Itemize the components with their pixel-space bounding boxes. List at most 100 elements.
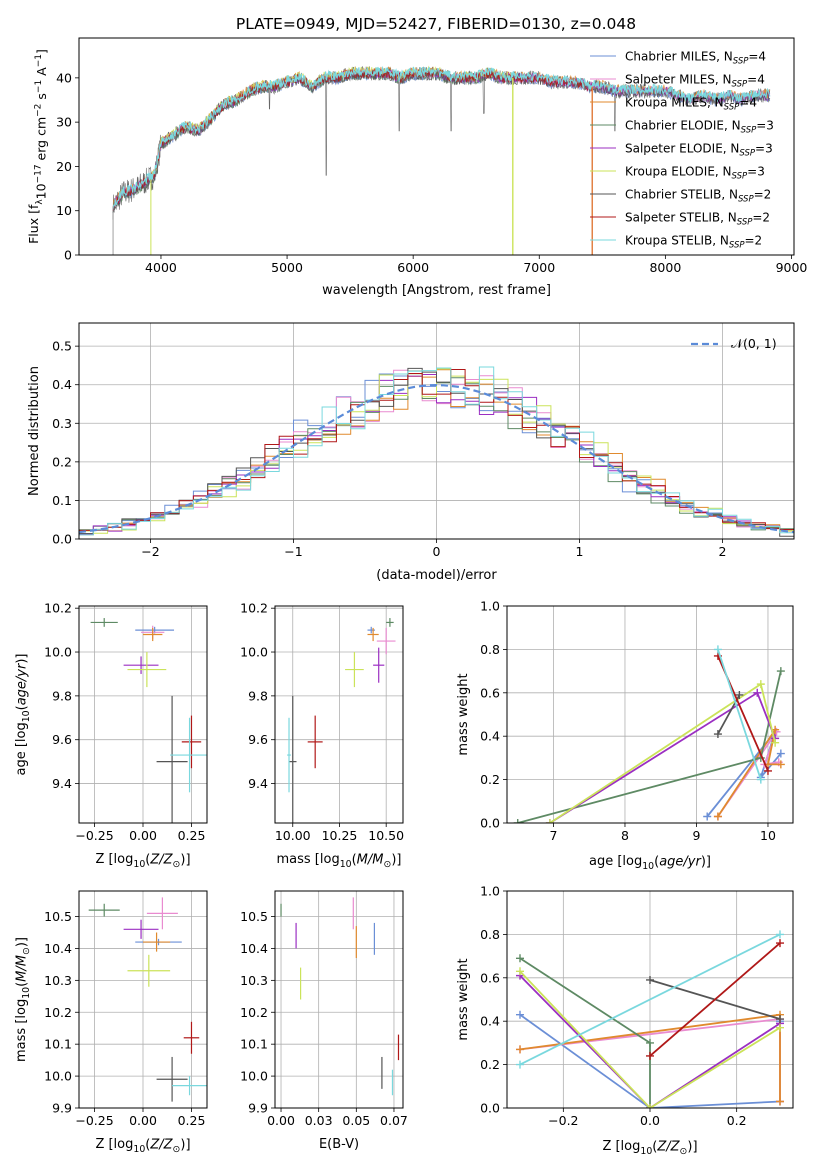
axes-front: 0.00 0.03 0.05 0.07 9.9 10.0 10.1 10.2 10.3 10.4 1… (240, 890, 408, 1152)
plus-marker (776, 667, 785, 676)
plot-area (90, 618, 207, 823)
panel-weight-vs-age: 7 8 9 10 0.0 0.2 0.4 0.6 0.8 1.0 age [log10(age/yr… (456, 599, 794, 872)
y-tick-label: 0.8 (480, 642, 500, 657)
axes-front: 4000 5000 6000 7000 8000 9000 0 10 20 30 40 Chabrie… (26, 37, 807, 298)
mass-weight-line (649, 942, 781, 1057)
axes-front: −2 −1 0 1 2 0.0 0.1 0.2 0.3 0.4 0.5 𝒩(0, 1) (data-mo… (27, 322, 795, 583)
plus-marker (776, 749, 785, 758)
x-tick-label: −0.25 (75, 828, 113, 843)
x-tick-label: 0.0 (640, 1113, 660, 1128)
y-tick-label: 9.9 (248, 1101, 268, 1116)
plot-area (516, 930, 784, 1108)
y-tick-label: 0.2 (52, 454, 72, 469)
axes-frame (78, 37, 795, 256)
legend: Chabrier MILES, NSSP=4 Salpeter MILES, NS… (590, 50, 774, 251)
y-axis-label: Normed distribution (27, 366, 42, 496)
error-bar-point (146, 897, 178, 930)
x-tick-label: 0.03 (305, 1113, 333, 1128)
y-axis-label: mass weight (456, 673, 471, 755)
y-tick-label: 0.0 (52, 532, 72, 547)
y-tick-label: 10.0 (240, 1069, 268, 1084)
plus-marker (776, 760, 785, 769)
y-tick-label: 1.0 (480, 884, 500, 899)
plus-marker (776, 1097, 784, 1106)
x-tick-label: 0.25 (178, 828, 206, 843)
legend-label: Kroupa ELODIE, NSSP=3 (625, 165, 765, 182)
axes-frame (506, 605, 794, 824)
chart-layer: 4000 5000 6000 7000 8000 9000010203040Chabrie… (14, 37, 807, 1157)
y-tick-label: 10.4 (44, 941, 72, 956)
legend-label: 𝒩(0, 1) (731, 336, 777, 351)
y-axis-label: mass [log10(M/M⊙)] (14, 937, 32, 1062)
axes-front: 10.00 10.25 10.50 9.4 9.6 9.8 10.0 10.2 mass [lo… (240, 601, 404, 871)
plus-marker (776, 930, 784, 939)
legend-label: Kroupa MILES, NSSP=4 (625, 96, 757, 113)
y-tick-label: 0.4 (52, 377, 72, 392)
x-tick-label: 10 (760, 828, 776, 843)
x-axis-label: E(B-V) (319, 1137, 359, 1152)
normal-reference-curve (79, 383, 794, 534)
y-tick-label: 10.5 (44, 909, 72, 924)
plus-marker (771, 738, 780, 747)
x-tick-label: 0 (433, 544, 441, 559)
y-tick-label: 10 (56, 203, 72, 218)
plus-marker (756, 775, 765, 784)
plus-marker (646, 1038, 654, 1047)
x-axis-label: (data-model)/error (376, 568, 497, 583)
plot-area (513, 645, 785, 823)
plus-marker (646, 975, 654, 984)
grid-lines (275, 891, 403, 1109)
error-bar-point (183, 1021, 200, 1054)
panel-weight-vs-z: −0.2 0.0 0.2 0.0 0.2 0.4 0.6 0.8 1.0 Z [log10(Z/Z… (456, 884, 794, 1157)
error-bar-point (123, 656, 159, 674)
error-bar-point (307, 715, 323, 769)
axes-front: −0.2 0.0 0.2 0.0 0.2 0.4 0.6 0.8 1.0 Z [log10(Z/Z… (456, 884, 794, 1157)
error-bar-point (156, 695, 188, 823)
error-bar-point (289, 695, 297, 823)
error-bar-point (345, 652, 364, 688)
error-bar-point (181, 715, 202, 769)
error-bar-point (367, 627, 379, 642)
plus-marker (756, 680, 765, 689)
y-tick-label: 0.6 (480, 685, 500, 700)
y-tick-label: 10.0 (44, 1069, 72, 1084)
error-bar-point (373, 647, 385, 683)
y-tick-label: 0.0 (480, 1101, 500, 1116)
plus-marker (545, 819, 554, 823)
x-tick-label: 0.05 (342, 1113, 370, 1128)
panel-spectrum: 4000 5000 6000 7000 8000 9000 0 10 20 30 40 Chabrie… (26, 37, 807, 298)
y-tick-label: 10.2 (240, 1005, 268, 1020)
y-tick-label: 10.2 (240, 601, 268, 616)
y-tick-label: 20 (56, 159, 72, 174)
x-axis-label: age [log10(age/yr)] (589, 854, 711, 872)
y-tick-label: 9.4 (52, 776, 72, 791)
y-tick-label: 0.6 (480, 970, 500, 985)
y-tick-label: 10.0 (44, 645, 72, 660)
legend-label: Kroupa STELIB, NSSP=2 (625, 234, 762, 251)
plus-marker (713, 645, 722, 654)
grid-lines (275, 606, 403, 823)
y-tick-label: 10.1 (240, 1037, 268, 1052)
x-axis-label: wavelength [Angstrom, rest frame] (322, 283, 551, 298)
y-tick-label: 10.3 (240, 973, 268, 988)
y-tick-label: 0.2 (480, 772, 500, 787)
y-tick-label: 0.1 (52, 493, 72, 508)
error-bar-point (127, 652, 167, 688)
plus-marker (776, 939, 784, 948)
x-axis-label: mass [log10(M/M⊙)] (277, 852, 402, 870)
x-tick-label: 9 (692, 828, 700, 843)
y-tick-label: 0.4 (480, 729, 500, 744)
x-tick-label: 5000 (271, 260, 303, 275)
y-tick-label: 0.3 (52, 416, 72, 431)
plus-marker (735, 690, 744, 699)
legend-label: Chabrier MILES, NSSP=4 (625, 50, 766, 67)
y-axis-label: age [log10(age/yr)] (14, 653, 32, 775)
x-tick-label: 2 (719, 544, 727, 559)
x-tick-label: −0.2 (548, 1113, 578, 1128)
model-spectrum (112, 67, 593, 212)
y-tick-label: 0.5 (52, 339, 72, 354)
model-spectrum (112, 65, 771, 210)
plus-marker (763, 766, 772, 775)
error-bar-point (143, 932, 171, 952)
